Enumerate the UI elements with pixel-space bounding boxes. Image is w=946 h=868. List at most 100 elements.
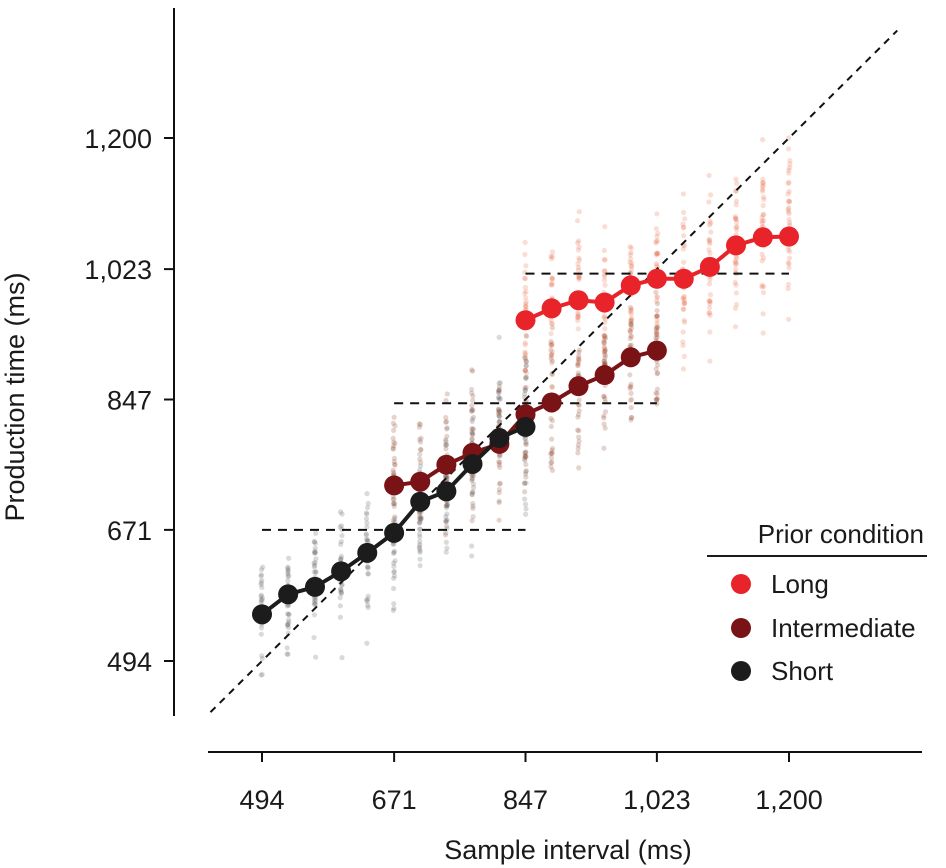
trial-point (575, 310, 581, 316)
trial-point (732, 279, 738, 286)
trial-point (601, 348, 608, 354)
trial-point (628, 263, 635, 269)
trial-point (548, 464, 554, 470)
trial-point (523, 449, 529, 455)
trial-point (654, 238, 661, 244)
trial-point (258, 631, 264, 637)
trial-point (338, 538, 344, 545)
trial-point (549, 447, 555, 454)
trial-point (312, 545, 318, 551)
trial-point (628, 333, 634, 339)
trial-point (523, 468, 529, 474)
trial-point (707, 276, 713, 283)
trial-point (417, 563, 423, 569)
trial-point (391, 427, 397, 433)
trial-point (549, 358, 556, 364)
trial-point (627, 327, 633, 334)
trial-point (601, 336, 607, 343)
trial-point (523, 440, 529, 447)
trial-point (786, 188, 792, 195)
trial-point (522, 367, 528, 374)
trial-point (496, 394, 502, 400)
mean-point-short (304, 576, 325, 597)
trial-point (706, 247, 712, 253)
trial-point (496, 499, 502, 506)
trial-point (706, 236, 712, 243)
trial-point (576, 353, 582, 359)
trial-point (601, 413, 607, 419)
mean-point-long (568, 290, 589, 311)
trial-point (549, 351, 555, 357)
trial-point (785, 180, 791, 186)
trial-point (549, 275, 555, 282)
trial-point (416, 531, 423, 537)
trial-point (416, 511, 422, 517)
trial-point (708, 220, 714, 226)
trial-point (654, 293, 660, 300)
trial-point (523, 363, 529, 369)
trial-point (629, 260, 635, 266)
trial-point (523, 376, 529, 382)
trial-point (497, 409, 503, 415)
trial-point (627, 329, 633, 335)
trial-point (365, 604, 371, 611)
trial-point (681, 233, 687, 239)
trial-point (311, 560, 317, 566)
trial-point (707, 240, 713, 247)
trial-point (364, 504, 371, 511)
trial-point (470, 500, 476, 507)
trial-point (523, 375, 529, 381)
trial-point (470, 514, 476, 520)
trial-point (522, 388, 528, 394)
mean-point-intermediate (541, 392, 562, 413)
trial-point (469, 431, 475, 438)
trial-point (628, 381, 634, 387)
trial-point (575, 411, 582, 418)
trial-point (523, 332, 529, 338)
trial-point (497, 459, 503, 465)
trial-point (761, 283, 767, 290)
trial-point (601, 340, 607, 346)
trial-point (522, 489, 528, 495)
trial-point (522, 342, 528, 348)
trial-point (786, 209, 792, 215)
trial-point (521, 496, 528, 502)
mean-point-intermediate (436, 454, 457, 475)
trial-point (258, 600, 264, 606)
trial-point (601, 333, 607, 339)
trial-point (469, 518, 475, 524)
trial-point (442, 532, 449, 538)
trial-point (313, 556, 319, 562)
mean-point-long (699, 256, 720, 277)
trial-point (734, 224, 740, 230)
trial-point (312, 601, 319, 607)
trial-point (760, 311, 766, 317)
trial-point (576, 257, 582, 263)
trial-point (418, 516, 424, 522)
mean-point-intermediate (568, 376, 589, 397)
trial-point (469, 426, 475, 432)
trial-point (708, 229, 714, 235)
trial-point (523, 358, 530, 365)
trial-point (733, 202, 739, 208)
trial-point (681, 293, 688, 299)
trial-point (654, 330, 660, 336)
trial-point (496, 387, 502, 393)
trial-point (761, 218, 767, 224)
trial-point (680, 306, 686, 312)
trial-point (680, 296, 686, 302)
trial-point (259, 655, 266, 662)
x-axis-title: Sample interval (ms) (444, 835, 692, 865)
trial-point (786, 265, 792, 271)
trial-point (575, 240, 581, 246)
trial-point (338, 523, 345, 529)
trial-point (575, 314, 582, 320)
trial-point (391, 568, 397, 574)
mean-point-short (357, 542, 378, 563)
trial-point (417, 548, 423, 554)
trial-point (311, 538, 318, 545)
trial-point (469, 491, 475, 497)
trial-point (548, 282, 554, 288)
trial-point (391, 471, 397, 477)
trial-point (443, 517, 449, 524)
